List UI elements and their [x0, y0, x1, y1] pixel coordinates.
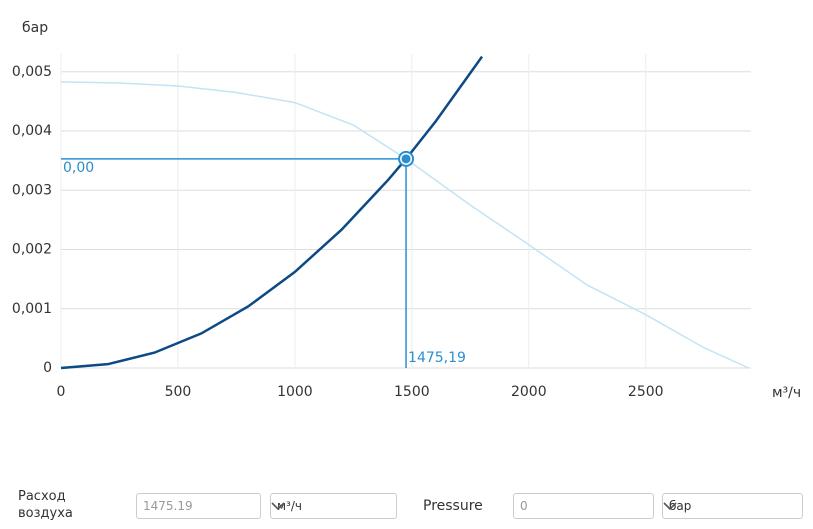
x-axis-label: м³/ч — [772, 385, 801, 401]
pressure-input[interactable]: 0 — [513, 493, 654, 519]
x-tick-label: 1000 — [277, 384, 313, 400]
y-tick-label: 0,004 — [12, 123, 52, 139]
chevron — [271, 502, 285, 511]
x-tick-label: 1500 — [394, 384, 430, 400]
y-tick-label: 0,005 — [12, 64, 52, 80]
flow-input[interactable]: 1475.19 — [136, 493, 261, 519]
operating-point-core — [401, 154, 411, 164]
y-tick-label: 0,003 — [12, 182, 52, 198]
curve — [60, 55, 484, 370]
y-tick-label: 0 — [43, 360, 52, 376]
pressure-unit: бар — [669, 499, 692, 513]
operating-y-label: 0,00 — [63, 160, 94, 176]
x-tick-label: 500 — [165, 384, 192, 400]
y-tick-label: 0,001 — [12, 301, 52, 317]
chevron — [663, 502, 677, 511]
x-tick-label: 2500 — [628, 384, 664, 400]
operating-x-label: 1475,19 — [408, 350, 466, 366]
y-tick-label: 0,002 — [12, 242, 52, 258]
x-tick-label: 0 — [57, 384, 66, 400]
x-tick-label: 2000 — [511, 384, 547, 400]
flow-label: Расход воздуха — [18, 489, 73, 521]
pressure-unit-select[interactable]: бар — [662, 493, 803, 519]
y-axis-label: бар — [22, 20, 48, 36]
flow-unit-select[interactable]: м³/ч — [270, 493, 397, 519]
flow-unit: м³/ч — [277, 499, 302, 513]
chart: бар м³/ч 0 0,001 0,002 0,003 0,004 0,005 0 500 1… — [12, 20, 801, 401]
pressure-label: Pressure — [423, 498, 483, 514]
